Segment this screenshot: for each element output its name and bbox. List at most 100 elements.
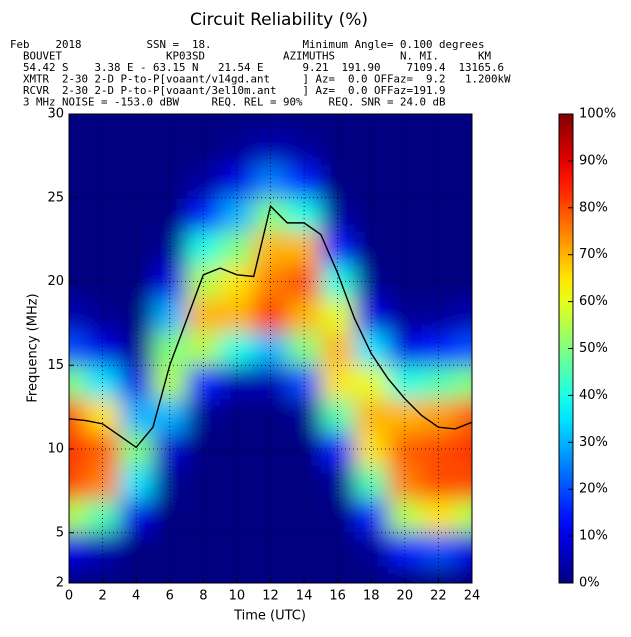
heat-cell: [69, 398, 87, 433]
heat-cell: [455, 532, 472, 567]
heat-cell: [85, 130, 120, 165]
x-tick-label: 24: [464, 589, 481, 604]
heat-cell: [186, 231, 221, 266]
heat-cell: [152, 398, 188, 433]
heat-cell: [186, 164, 221, 199]
heat-cell: [253, 331, 288, 366]
heat-cell: [455, 331, 472, 366]
header-line: 3 MHz NOISE = -153.0 dBW REQ. REL = 90% …: [10, 96, 446, 109]
heat-cell: [85, 264, 120, 299]
heat-cell: [455, 164, 472, 199]
heat-cell: [287, 432, 322, 467]
heat-cell: [85, 331, 120, 366]
heat-cell: [287, 298, 322, 333]
heat-cell: [186, 298, 221, 333]
heat-cell: [220, 331, 255, 366]
y-tick-label: 20: [47, 274, 64, 289]
heat-cell: [85, 298, 120, 333]
heat-cell: [388, 398, 423, 433]
heat-cell: [220, 532, 255, 567]
colorbar-tick-label: 40%: [579, 388, 608, 403]
heat-cell: [119, 130, 154, 165]
heat-cell: [320, 499, 355, 534]
heat-cell: [186, 532, 221, 567]
heat-cell: [421, 532, 456, 567]
heat-cell: [85, 231, 120, 266]
heat-cell: [119, 231, 154, 266]
reliability-line: [68, 204, 473, 449]
heat-cell: [320, 231, 355, 266]
x-axis-label: Time (UTC): [233, 609, 306, 624]
heat-cell: [455, 566, 472, 583]
colorbar-tick-label: 100%: [579, 107, 616, 122]
colorbar-tick-label: 70%: [579, 247, 608, 262]
heat-cell: [220, 499, 255, 534]
heat-cell: [388, 298, 423, 333]
x-tick-label: 14: [296, 589, 313, 604]
y-tick-label: 2: [56, 576, 64, 591]
heat-cell: [354, 164, 389, 199]
heat-cell: [119, 264, 154, 299]
heat-cell: [85, 532, 120, 567]
heat-cell: [186, 499, 221, 534]
heat-cell: [287, 264, 322, 299]
chart-title: Circuit Reliability (%): [190, 10, 368, 30]
heat-cell: [287, 499, 322, 534]
heat-cell: [186, 331, 221, 366]
heat-cell: [69, 197, 87, 232]
heat-cell: [69, 331, 87, 366]
heat-cell: [220, 164, 255, 199]
heat-cells: [69, 114, 472, 583]
heat-cell: [69, 164, 87, 199]
heat-cell: [253, 231, 288, 266]
heat-cell: [186, 130, 221, 165]
x-tick-label: 8: [199, 589, 207, 604]
x-tick-label: 18: [363, 589, 380, 604]
header-line: BOUVET KP03SD AZIMUTHS N. MI. KM: [10, 50, 492, 63]
colorbar-tick-label: 0%: [579, 576, 600, 591]
heat-cell: [421, 164, 456, 199]
heat-cell: [287, 130, 322, 165]
heat-cell: [455, 264, 472, 299]
x-tick-label: 0: [65, 589, 73, 604]
heat-cell: [354, 130, 389, 165]
heat-cell: [388, 164, 423, 199]
colorbar-tick-label: 80%: [579, 200, 608, 215]
heat-cell: [455, 231, 472, 266]
heat-cell: [455, 465, 472, 500]
heat-cell: [388, 331, 423, 366]
heat-cell: [421, 499, 456, 534]
heat-cell: [455, 298, 472, 333]
heat-cell: [354, 499, 389, 534]
heat-cell: [287, 331, 322, 366]
header-line: RCVR 2-30 2-D P-to-P[voaant/3el10m.ant ]…: [10, 84, 446, 97]
y-tick-label: 10: [47, 442, 64, 457]
heat-cell: [320, 398, 355, 433]
heat-cell: [119, 298, 154, 333]
heat-cell: [455, 114, 472, 132]
colorbar-tick-label: 90%: [579, 153, 608, 168]
colorbar-tick-label: 50%: [579, 341, 608, 356]
heat-cell: [455, 130, 472, 165]
heat-cell: [388, 532, 423, 567]
heat-cell: [455, 432, 472, 467]
y-tick-label: 25: [47, 190, 64, 205]
y-tick-label: 15: [47, 358, 64, 373]
colorbar-tick-label: 60%: [579, 294, 608, 309]
heat-cell: [152, 298, 188, 333]
heat-cell: [119, 499, 154, 534]
x-tick-label: 16: [329, 589, 346, 604]
heat-cell: [388, 499, 423, 534]
heat-cell: [220, 231, 255, 266]
heat-cell: [253, 432, 288, 467]
y-axis-label: Frequency (MHz): [26, 293, 41, 402]
heat-cell: [455, 197, 472, 232]
heat-cell: [253, 130, 288, 165]
x-tick-label: 2: [98, 589, 106, 604]
heat-cell: [69, 566, 87, 583]
heat-cell: [388, 130, 423, 165]
heat-cell: [320, 331, 355, 366]
heat-cell: [421, 331, 456, 366]
heat-cell: [152, 499, 188, 534]
